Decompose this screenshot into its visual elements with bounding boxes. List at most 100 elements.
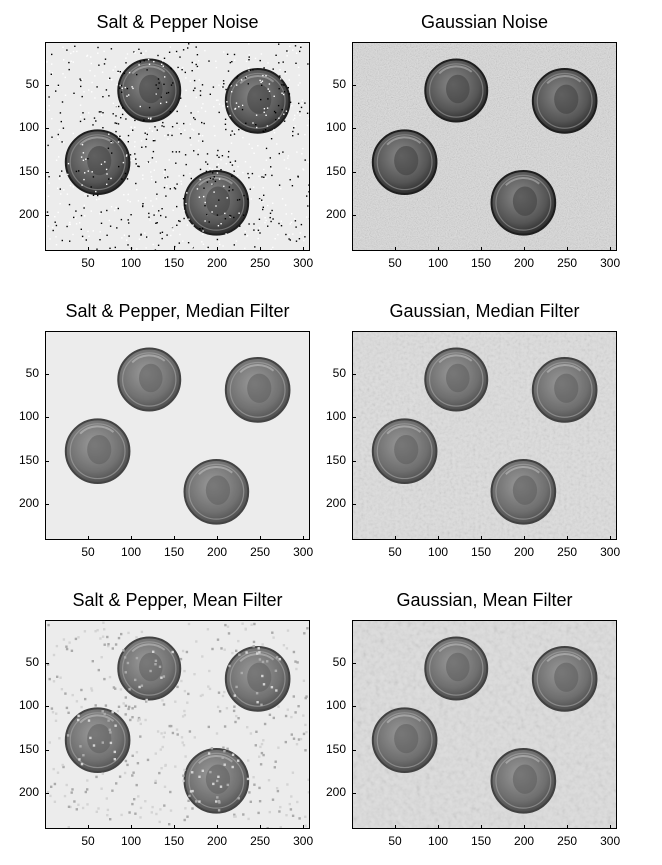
coin xyxy=(371,418,438,485)
y-tick-mark xyxy=(45,503,49,505)
x-tick-label: 200 xyxy=(514,834,535,848)
image-axes xyxy=(352,620,617,829)
y-tick-label: 150 xyxy=(325,452,346,467)
x-tick-label: 250 xyxy=(557,834,578,848)
y-tick-label: 100 xyxy=(325,120,346,135)
x-tick-mark xyxy=(88,536,90,540)
x-tick-mark xyxy=(567,536,569,540)
panel-title: Gaussian, Mean Filter xyxy=(396,590,573,610)
x-tick-label: 300 xyxy=(600,545,621,559)
coin xyxy=(64,129,131,196)
x-tick-label: 300 xyxy=(293,256,314,270)
x-tick-label: 100 xyxy=(121,545,142,559)
y-tick-label: 150 xyxy=(325,163,346,178)
x-tick-mark xyxy=(524,536,526,540)
x-tick-mark xyxy=(438,247,440,251)
x-tick-label: 50 xyxy=(81,545,95,559)
noisy-coin-image xyxy=(353,621,616,828)
y-tick-label: 100 xyxy=(18,120,39,135)
coin xyxy=(490,169,557,236)
x-tick-label: 50 xyxy=(81,256,95,270)
y-tick-mark xyxy=(45,460,49,462)
y-tick-label: 100 xyxy=(325,698,346,713)
x-tick-mark xyxy=(481,247,483,251)
x-tick-mark xyxy=(131,825,133,829)
noisy-coin-image xyxy=(353,332,616,539)
x-tick-mark xyxy=(567,247,569,251)
x-tick-label: 200 xyxy=(207,545,228,559)
salt-pepper-noise-layer xyxy=(46,621,309,828)
y-tick-label: 200 xyxy=(18,784,39,799)
coin xyxy=(224,646,291,712)
x-tick-label: 150 xyxy=(471,545,492,559)
image-axes xyxy=(45,620,310,829)
coin xyxy=(117,636,182,701)
x-tick-mark xyxy=(438,536,440,540)
x-tick-label: 150 xyxy=(164,834,185,848)
y-tick-label: 50 xyxy=(332,655,346,670)
noisy-coin-image xyxy=(46,621,309,828)
y-tick-label: 150 xyxy=(18,741,39,756)
x-tick-mark xyxy=(610,247,612,251)
x-tick-label: 50 xyxy=(81,834,95,848)
image-axes xyxy=(352,331,617,540)
x-tick-label: 100 xyxy=(428,834,449,848)
x-tick-mark xyxy=(395,536,397,540)
x-tick-mark xyxy=(567,825,569,829)
x-tick-label: 300 xyxy=(600,256,621,270)
x-tick-mark xyxy=(260,825,262,829)
coin xyxy=(424,636,489,701)
panel-title: Gaussian, Median Filter xyxy=(389,301,580,321)
x-tick-label: 200 xyxy=(514,545,535,559)
y-tick-label: 150 xyxy=(18,163,39,178)
x-tick-mark xyxy=(131,536,133,540)
x-tick-mark xyxy=(524,247,526,251)
x-tick-mark xyxy=(174,536,176,540)
y-tick-label: 100 xyxy=(325,409,346,424)
x-tick-label: 200 xyxy=(514,256,535,270)
y-tick-label: 150 xyxy=(18,452,39,467)
y-tick-label: 200 xyxy=(325,495,346,510)
x-tick-label: 100 xyxy=(428,545,449,559)
x-tick-mark xyxy=(395,247,397,251)
x-tick-mark xyxy=(88,825,90,829)
coin xyxy=(183,458,250,525)
y-tick-mark xyxy=(45,792,49,794)
panel-title: Salt & Pepper Noise xyxy=(96,12,259,32)
y-tick-mark xyxy=(352,706,356,708)
x-tick-label: 200 xyxy=(207,834,228,848)
y-tick-label: 50 xyxy=(332,77,346,92)
x-tick-mark xyxy=(217,536,219,540)
y-tick-mark xyxy=(45,128,49,130)
y-tick-mark xyxy=(352,214,356,216)
x-tick-label: 300 xyxy=(293,834,314,848)
x-tick-label: 200 xyxy=(207,256,228,270)
y-tick-mark xyxy=(352,417,356,419)
coin xyxy=(64,418,131,485)
x-tick-mark xyxy=(260,536,262,540)
noisy-coin-image xyxy=(46,43,309,250)
x-tick-label: 150 xyxy=(471,256,492,270)
x-tick-mark xyxy=(481,536,483,540)
x-tick-label: 150 xyxy=(164,545,185,559)
y-tick-mark xyxy=(45,374,49,376)
coin xyxy=(424,347,489,412)
coin xyxy=(117,58,182,123)
y-tick-mark xyxy=(352,663,356,665)
x-tick-mark xyxy=(260,247,262,251)
x-tick-mark xyxy=(610,536,612,540)
y-tick-label: 100 xyxy=(18,698,39,713)
y-tick-mark xyxy=(352,171,356,173)
x-tick-label: 300 xyxy=(293,545,314,559)
coin xyxy=(490,747,557,814)
coin xyxy=(224,68,291,134)
y-tick-label: 200 xyxy=(18,495,39,510)
x-tick-mark xyxy=(524,825,526,829)
panel-title: Salt & Pepper, Median Filter xyxy=(65,301,290,321)
x-tick-label: 50 xyxy=(388,256,402,270)
y-tick-mark xyxy=(45,706,49,708)
coin xyxy=(531,68,598,134)
x-tick-label: 100 xyxy=(428,256,449,270)
y-tick-label: 50 xyxy=(25,366,39,381)
salt-pepper-noise-layer xyxy=(46,43,309,250)
